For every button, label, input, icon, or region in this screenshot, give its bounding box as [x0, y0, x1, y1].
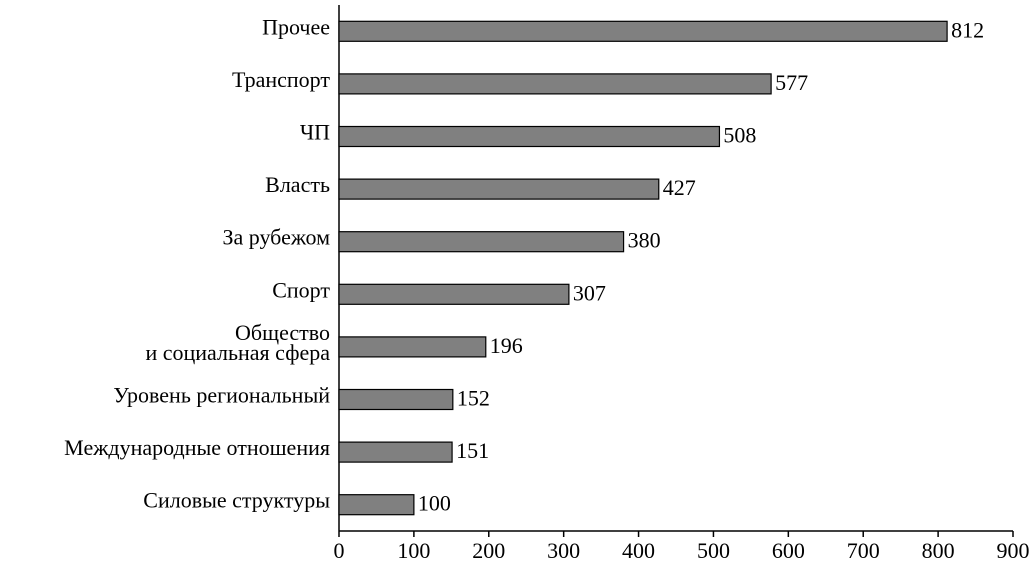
x-tick-label: 200 — [472, 538, 505, 563]
bar — [338, 178, 660, 200]
x-tick-label: 500 — [697, 538, 730, 563]
y-tick-label: Силовые структуры — [143, 488, 330, 513]
y-tick-label: Власть — [265, 172, 330, 197]
y-tick-label: За рубежом — [222, 225, 330, 250]
value-label: 508 — [723, 123, 756, 148]
value-label: 812 — [951, 17, 984, 42]
x-tick-label: 100 — [397, 538, 430, 563]
value-label: 577 — [775, 70, 808, 95]
bar — [338, 494, 415, 516]
value-label: 427 — [663, 175, 696, 200]
y-tick-label: Международные отношения — [64, 435, 330, 460]
y-tick-label: Прочее — [262, 14, 330, 39]
bar — [338, 388, 454, 411]
bar — [338, 73, 772, 95]
bar — [338, 283, 570, 305]
value-label: 380 — [628, 228, 661, 253]
bar — [338, 441, 453, 463]
bar — [338, 231, 625, 253]
y-tick-label: Спорт — [272, 277, 330, 302]
x-tick-label: 600 — [772, 538, 805, 563]
x-tick-label: 900 — [997, 538, 1030, 563]
bar — [338, 125, 721, 148]
x-tick-label: 800 — [922, 538, 955, 563]
y-tick-label: Общество и социальная сфера — [145, 320, 330, 365]
x-tick-label: 300 — [547, 538, 580, 563]
value-label: 151 — [456, 438, 489, 463]
y-tick-label: Уровень региональный — [113, 383, 330, 408]
x-tick-label: 700 — [847, 538, 880, 563]
y-tick-label: Транспорт — [232, 67, 330, 92]
x-tick-label: 400 — [622, 538, 655, 563]
value-label: 100 — [418, 491, 451, 516]
y-tick-label: ЧП — [300, 120, 330, 145]
value-label: 152 — [457, 386, 490, 411]
bar — [338, 336, 487, 358]
value-label: 196 — [490, 333, 523, 358]
x-tick-label: 0 — [334, 538, 345, 563]
value-label: 307 — [573, 280, 606, 305]
bar — [338, 20, 948, 42]
